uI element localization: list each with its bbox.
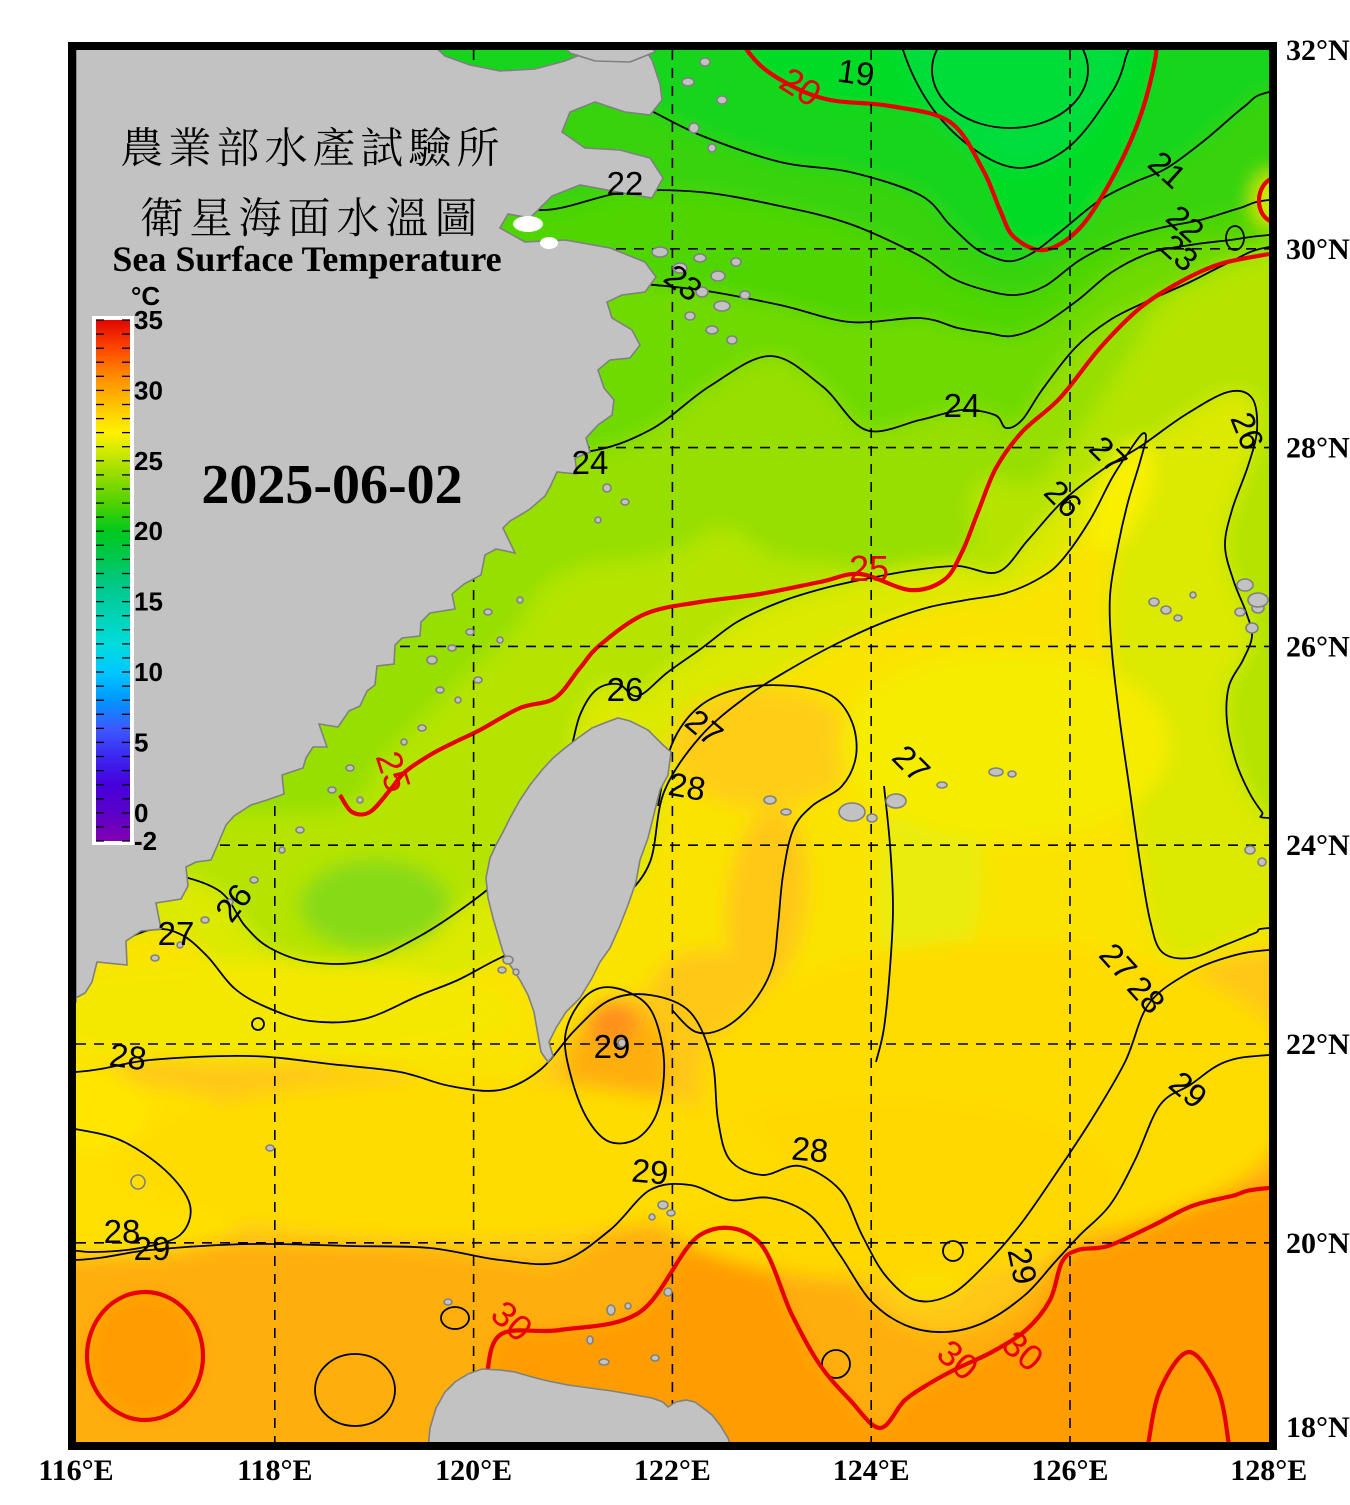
svg-text:26: 26 — [607, 671, 644, 708]
svg-text:28: 28 — [107, 1036, 149, 1078]
svg-text:128°E: 128°E — [1230, 1454, 1307, 1487]
svg-text:2025-06-02: 2025-06-02 — [201, 454, 462, 516]
svg-text:24°N: 24°N — [1286, 829, 1350, 862]
svg-text:124°E: 124°E — [833, 1454, 910, 1487]
svg-text:30°N: 30°N — [1286, 233, 1350, 266]
svg-text:20°N: 20°N — [1286, 1227, 1350, 1260]
svg-text:20: 20 — [134, 516, 163, 546]
svg-text:29: 29 — [594, 1028, 631, 1065]
svg-text:120°E: 120°E — [435, 1454, 512, 1487]
svg-text:15: 15 — [134, 587, 163, 617]
svg-text:28: 28 — [790, 1129, 830, 1169]
svg-text:29: 29 — [630, 1151, 670, 1191]
svg-text:126°E: 126°E — [1031, 1454, 1108, 1487]
svg-text:27: 27 — [158, 915, 195, 952]
svg-text:116°E: 116°E — [38, 1454, 113, 1487]
svg-text:18°N: 18°N — [1286, 1411, 1350, 1444]
svg-text:28: 28 — [666, 765, 709, 808]
svg-text:25: 25 — [134, 446, 163, 476]
svg-text:5: 5 — [134, 727, 148, 757]
svg-text:22°N: 22°N — [1286, 1028, 1350, 1061]
svg-text:35: 35 — [134, 305, 163, 335]
svg-text:122°E: 122°E — [634, 1454, 711, 1487]
svg-text:25: 25 — [849, 548, 889, 589]
svg-text:Sea Surface Temperature: Sea Surface Temperature — [112, 239, 501, 279]
svg-text:118°E: 118°E — [237, 1454, 312, 1487]
svg-text:26°N: 26°N — [1286, 630, 1350, 663]
svg-text:29: 29 — [134, 1230, 171, 1267]
svg-text:29: 29 — [1001, 1244, 1045, 1288]
svg-text:-2: -2 — [134, 826, 157, 856]
svg-text:28: 28 — [104, 1213, 141, 1250]
svg-text:°C: °C — [131, 281, 160, 311]
svg-text:28°N: 28°N — [1286, 432, 1350, 465]
svg-text:10: 10 — [134, 657, 163, 687]
svg-text:0: 0 — [134, 798, 148, 828]
svg-text:24: 24 — [944, 387, 981, 424]
svg-text:30: 30 — [134, 375, 163, 405]
svg-text:22: 22 — [607, 165, 644, 202]
svg-text:19: 19 — [835, 52, 877, 94]
svg-text:32°N: 32°N — [1286, 34, 1350, 67]
svg-text:24: 24 — [572, 444, 609, 481]
